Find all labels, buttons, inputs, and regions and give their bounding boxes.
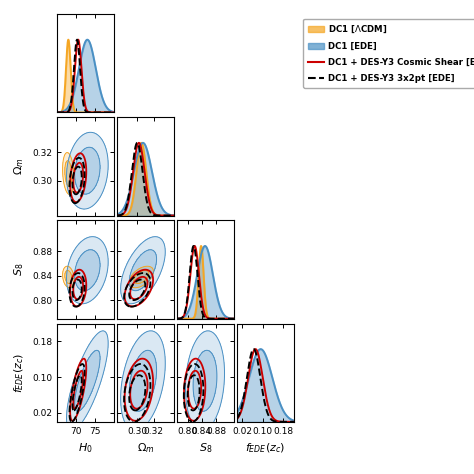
X-axis label: $\Omega_m$: $\Omega_m$ — [137, 441, 154, 455]
Legend: DC1 [$\Lambda$CDM], DC1 [EDE], DC1 + DES-Y3 Cosmic Shear [EDE], DC1 + DES-Y3 3x2: DC1 [$\Lambda$CDM], DC1 [EDE], DC1 + DES… — [303, 18, 474, 88]
Y-axis label: $f_{EDE}(z_c)$: $f_{EDE}(z_c)$ — [13, 353, 27, 393]
Y-axis label: $S_8$: $S_8$ — [12, 263, 27, 276]
X-axis label: $f_{EDE}(z_c)$: $f_{EDE}(z_c)$ — [245, 441, 285, 455]
Y-axis label: $\Omega_m$: $\Omega_m$ — [12, 158, 27, 175]
X-axis label: $H_0$: $H_0$ — [78, 441, 93, 455]
X-axis label: $S_8$: $S_8$ — [199, 441, 212, 455]
